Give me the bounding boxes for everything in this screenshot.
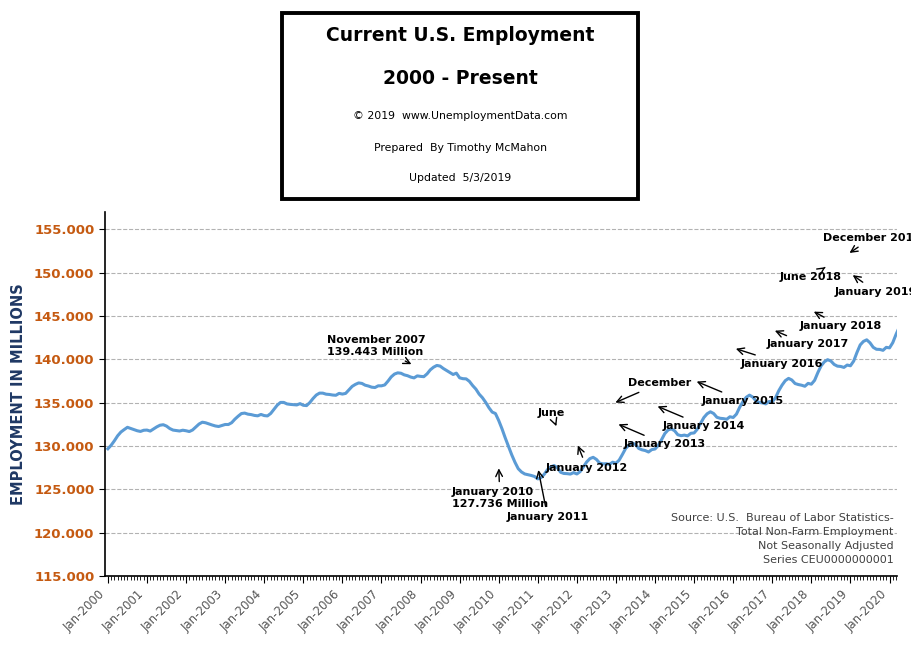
- Y-axis label: EMPLOYMENT IN MILLIONS: EMPLOYMENT IN MILLIONS: [11, 283, 26, 504]
- Text: Current U.S. Employment: Current U.S. Employment: [326, 26, 594, 45]
- Text: © 2019  www.UnemploymentData.com: © 2019 www.UnemploymentData.com: [353, 111, 568, 122]
- Text: January 2010
127.736 Million: January 2010 127.736 Million: [452, 470, 548, 508]
- Text: January 2013: January 2013: [619, 424, 706, 449]
- Text: January 2017: January 2017: [766, 331, 849, 350]
- Text: November 2007
139.443 Million: November 2007 139.443 Million: [327, 336, 425, 363]
- Text: Source: U.S.  Bureau of Labor Statistics-
Total Non-Farm Employment
Not Seasonal: Source: U.S. Bureau of Labor Statistics-…: [670, 513, 894, 565]
- Text: January 2019: January 2019: [834, 276, 911, 297]
- Text: December: December: [617, 379, 691, 402]
- Text: January 2014: January 2014: [659, 406, 745, 431]
- Text: January 2015: January 2015: [698, 381, 784, 406]
- Text: Prepared  By Timothy McMahon: Prepared By Timothy McMahon: [374, 143, 547, 153]
- Text: June: June: [537, 408, 565, 425]
- Text: January 2018: January 2018: [800, 312, 882, 331]
- Text: January 2011: January 2011: [507, 471, 589, 522]
- Text: 2000 - Present: 2000 - Present: [383, 69, 537, 88]
- Text: June 2018: June 2018: [780, 267, 842, 282]
- Text: January 2012: January 2012: [546, 447, 628, 473]
- Text: Updated  5/3/2019: Updated 5/3/2019: [409, 173, 511, 183]
- Text: December 2018: December 2018: [823, 233, 911, 252]
- Text: January 2016: January 2016: [737, 348, 824, 369]
- FancyBboxPatch shape: [282, 13, 638, 199]
